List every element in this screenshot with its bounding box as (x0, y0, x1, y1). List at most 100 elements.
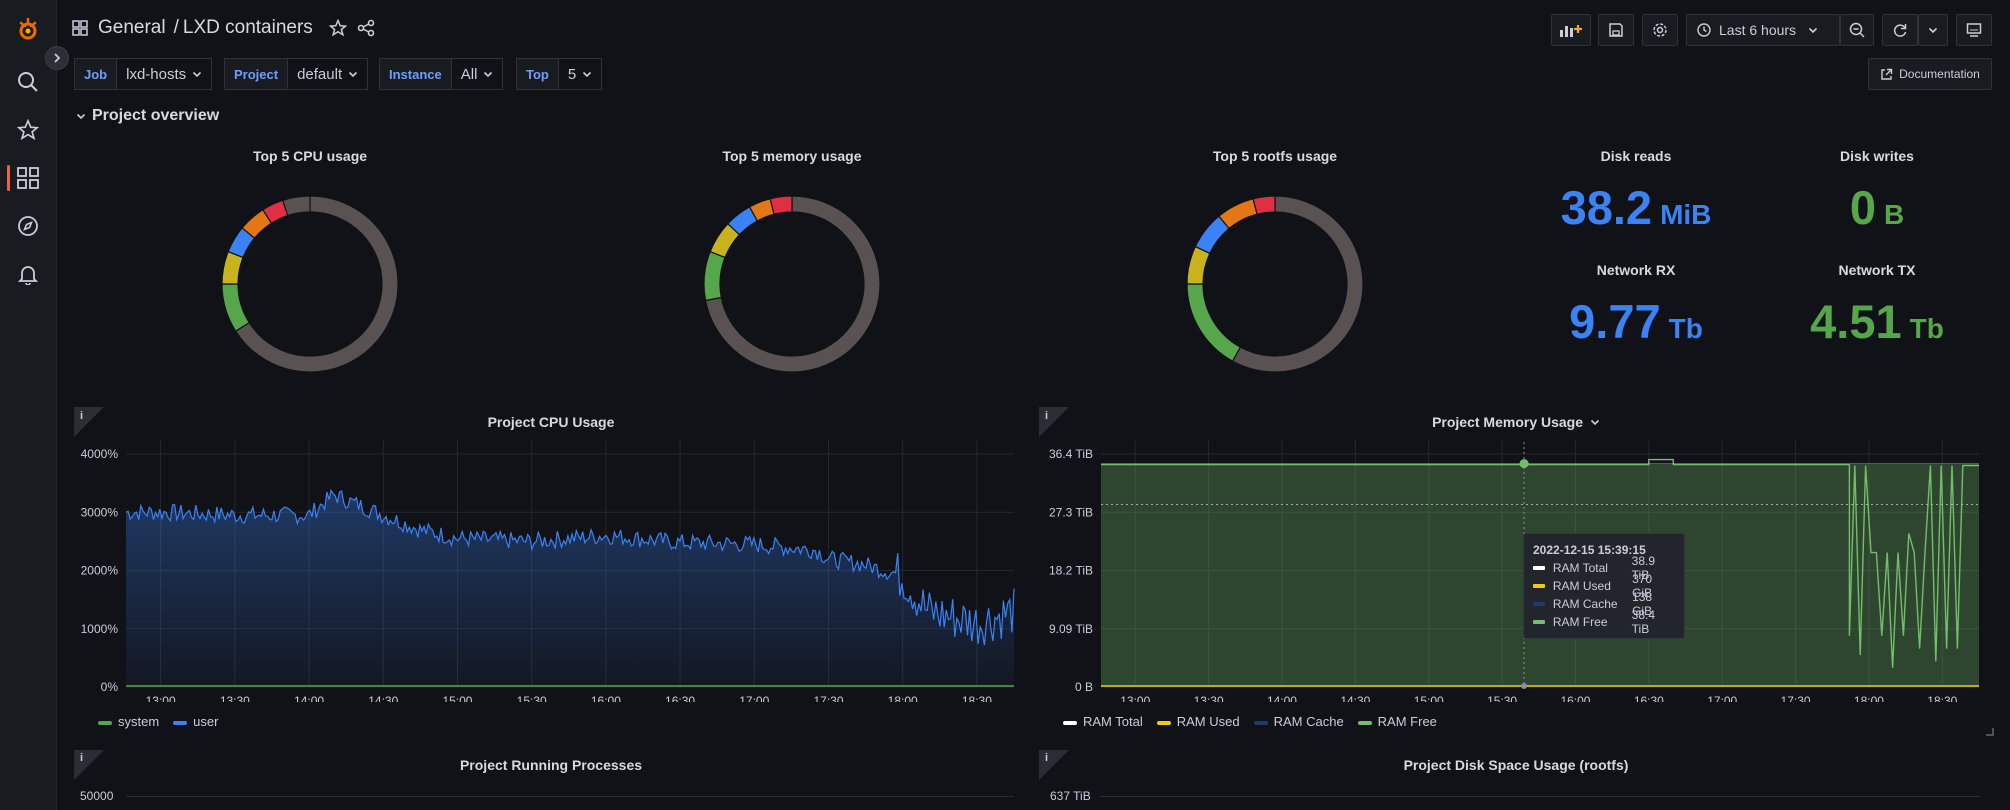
share-icon[interactable] (357, 19, 375, 37)
x-tick-label: 15:00 (442, 694, 472, 702)
breadcrumb-separator: / (173, 17, 179, 38)
x-tick-label: 13:30 (1194, 694, 1224, 702)
x-tick-label: 15:00 (1414, 694, 1444, 702)
panel-info-corner[interactable] (1039, 750, 1069, 780)
dashboard-title[interactable]: LXD containers (182, 17, 313, 38)
row-project-overview[interactable]: Project overview (76, 107, 219, 125)
legend-item-ram-used[interactable]: RAM Used (1156, 714, 1240, 729)
refresh-button[interactable] (1882, 14, 1918, 46)
chart-tooltip: 2022-12-15 15:39:15 RAM Total 38.9 TiB RA… (1523, 533, 1685, 639)
stat-value: 0 (1849, 181, 1876, 234)
panel-info-corner[interactable] (74, 407, 104, 437)
variable-value: All (460, 65, 478, 83)
stat-value: 9.77 (1569, 295, 1661, 348)
x-tick-label: 18:30 (1927, 694, 1957, 702)
cpu-donut-chart[interactable] (220, 194, 400, 374)
x-tick-label: 17:00 (739, 694, 769, 702)
stat-value: 4.51 (1810, 295, 1902, 348)
star-icon[interactable] (328, 19, 347, 37)
stat-value: 38.2 (1560, 181, 1653, 234)
search-icon[interactable] (14, 68, 42, 96)
variable-top: Top 5 (516, 58, 603, 90)
legend-item-user[interactable]: user (173, 714, 218, 729)
breadcrumb-folder[interactable]: General (98, 17, 166, 38)
chevron-down-icon (76, 113, 86, 120)
legend-item-ram-free[interactable]: RAM Free (1357, 714, 1437, 729)
panel-title-memory[interactable]: Project Memory Usage (1366, 414, 1666, 430)
y-tick-label: 9.09 TiB (1049, 622, 1093, 636)
chevron-down-icon (1808, 27, 1818, 34)
stat-title-network-rx: Network RX (1596, 262, 1676, 278)
tooltip-row: RAM Total 38.9 TiB (1533, 554, 1675, 582)
x-tick-label: 18:30 (962, 694, 992, 702)
y-tick-label: 0% (101, 680, 119, 694)
chevron-down-icon (1928, 27, 1938, 34)
variable-value: lxd-hosts (126, 65, 187, 83)
dashboards-icon[interactable] (14, 164, 42, 192)
panel-info-corner[interactable] (1039, 407, 1069, 437)
memory-donut-chart[interactable] (702, 194, 882, 374)
x-tick-label: 17:00 (1707, 694, 1737, 702)
donut-slice (221, 283, 251, 332)
x-tick-label: 14:00 (294, 694, 324, 702)
variable-label: Instance (379, 58, 452, 90)
resize-handle-icon[interactable] (1984, 726, 1994, 736)
memory-usage-chart[interactable]: 0 B 9.09 TiB 18.2 TiB 27.3 TiB 36.4 TiB 13:00… (1039, 440, 1999, 702)
tv-mode-button[interactable] (1956, 14, 1992, 46)
legend-item-ram-total[interactable]: RAM Total (1063, 714, 1143, 729)
variable-instance-select[interactable]: All (451, 58, 504, 90)
clock-icon (1697, 23, 1711, 37)
expand-sidebar-button[interactable] (45, 46, 69, 70)
variable-project: Project default (224, 58, 369, 90)
grid-line (126, 796, 1014, 797)
x-tick-label: 18:00 (1854, 694, 1884, 702)
explore-compass-icon[interactable] (14, 212, 42, 240)
stat-title-disk-reads: Disk reads (1600, 148, 1672, 164)
x-tick-label: 16:00 (591, 694, 621, 702)
x-tick-label: 16:00 (1560, 694, 1590, 702)
save-dashboard-button[interactable] (1598, 14, 1634, 46)
y-tick-label: 2000% (81, 564, 119, 578)
legend-item-ram-cache[interactable]: RAM Cache (1253, 714, 1344, 729)
user-series-area (126, 490, 1014, 687)
y-tick-label: 36.4 TiB (1049, 447, 1093, 461)
x-tick-label: 16:30 (1634, 694, 1664, 702)
stat-title-network-tx: Network TX (1838, 262, 1916, 278)
variable-job-select[interactable]: lxd-hosts (117, 58, 213, 90)
time-range-picker[interactable]: Last 6 hours (1686, 14, 1840, 46)
grafana-logo-icon[interactable] (14, 16, 42, 44)
info-icon: i (1045, 410, 1049, 422)
dashboard-settings-button[interactable] (1642, 14, 1678, 46)
stat-unit: Tb (1909, 313, 1944, 344)
external-link-icon (1881, 68, 1893, 80)
add-panel-button[interactable] (1551, 14, 1591, 46)
chevron-down-icon (1590, 419, 1599, 426)
legend-item-system[interactable]: system (98, 714, 159, 729)
alerting-bell-icon[interactable] (14, 260, 42, 288)
documentation-link[interactable]: Documentation (1868, 58, 1992, 90)
starred-icon[interactable] (14, 116, 42, 144)
panel-title-processes: Project Running Processes (459, 757, 643, 773)
chevron-down-icon (484, 71, 493, 78)
panel-title-memory-top: Top 5 memory usage (722, 148, 862, 164)
variable-top-select[interactable]: 5 (558, 58, 603, 90)
variable-project-select[interactable]: default (288, 58, 369, 90)
x-tick-label: 16:30 (665, 694, 695, 702)
zoom-out-icon (1849, 22, 1865, 38)
save-icon (1609, 23, 1623, 37)
y-tick-label: 27.3 TiB (1049, 505, 1093, 519)
rootfs-donut-chart[interactable] (1185, 194, 1365, 374)
grid-line (1100, 796, 1980, 797)
variable-label: Top (516, 58, 559, 90)
donut-slice (703, 250, 726, 302)
panel-info-corner[interactable] (74, 750, 104, 780)
tooltip-row: RAM Free 38.4 TiB (1533, 608, 1675, 636)
cpu-usage-chart[interactable]: 0% 1000% 2000% 3000% 4000% 13:00 13:30 14:00 14:… (74, 440, 1024, 702)
x-tick-label: 14:00 (1267, 694, 1297, 702)
zoom-out-button[interactable] (1840, 14, 1874, 46)
stat-network-rx: 9.77 Tb (1536, 294, 1736, 349)
panel-title-rootfs-top: Top 5 rootfs usage (1212, 148, 1338, 164)
donut-slice (1218, 198, 1258, 230)
refresh-interval-picker[interactable] (1918, 14, 1948, 46)
